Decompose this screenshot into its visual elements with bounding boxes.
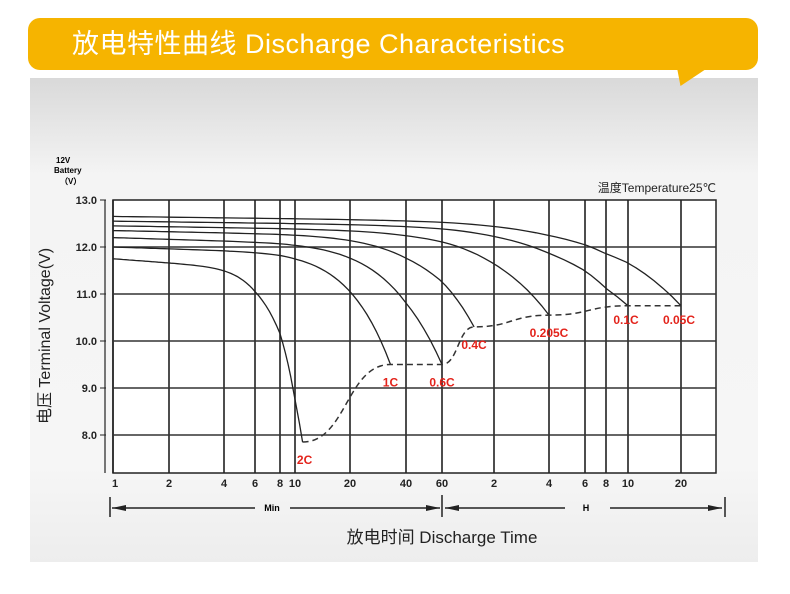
- y-tick-label: 13.0: [76, 195, 97, 207]
- y-tick-label: 9.0: [82, 383, 97, 395]
- x-tick-label-h: 8: [603, 478, 609, 490]
- curve-0.6C: [112, 236, 443, 365]
- arrow-head: [112, 505, 126, 511]
- curve-0.4C: [112, 229, 475, 328]
- arrow-head: [426, 505, 440, 511]
- unit-line-3: （V）: [60, 176, 81, 186]
- curve-label-0.05C: 0.05C: [663, 313, 695, 327]
- y-tick-label: 12.0: [76, 242, 97, 254]
- curve-0.05C: [112, 215, 682, 307]
- x-tick-label-h: 6: [582, 478, 588, 490]
- end-voltage-dashed-line: [302, 305, 681, 443]
- x-tick-label-min: 10: [289, 478, 301, 490]
- unit-line-2: Battery: [54, 166, 82, 175]
- x-tick-label-h: 10: [622, 478, 634, 490]
- curve-label-2C: 2C: [297, 453, 313, 467]
- x-tick-label-min: 60: [436, 478, 448, 490]
- y-tick-label: 11.0: [76, 289, 97, 301]
- x-tick-label-min: 8: [277, 478, 283, 490]
- page-title: 放电特性曲线 Discharge Characteristics: [72, 29, 566, 59]
- y-tick-label: 10.0: [76, 336, 97, 348]
- x-tick-label-min: 6: [252, 478, 258, 490]
- curve-label-0.6C: 0.6C: [429, 376, 455, 390]
- arrow-head: [708, 505, 722, 511]
- x-tick-label-h: 20: [675, 478, 687, 490]
- x-unit-h: H: [583, 503, 590, 513]
- x-tick-label-min: 2: [166, 478, 172, 490]
- curve-label-0.4C: 0.4C: [461, 338, 487, 352]
- curve-2C: [112, 258, 304, 443]
- x-tick-label-h: 4: [546, 478, 553, 490]
- title-banner: [28, 18, 758, 70]
- x-tick-label-min: 20: [344, 478, 356, 490]
- x-tick-label-h: 2: [491, 478, 497, 490]
- curve-label-0.205C: 0.205C: [530, 326, 569, 340]
- plot-area: [112, 199, 717, 474]
- curve-0.205C: [112, 225, 550, 316]
- temperature-annotation: 温度Temperature25℃: [598, 180, 716, 195]
- curve-label-1C: 1C: [383, 376, 399, 390]
- x-tick-label-min: 4: [221, 478, 228, 490]
- curve-label-0.1C: 0.1C: [613, 313, 639, 327]
- y-axis-label: 电压 Terminal Voltage(V): [36, 248, 54, 424]
- curve-1C: [112, 246, 392, 365]
- arrow-head: [445, 505, 459, 511]
- curve-0.1C: [112, 220, 629, 307]
- x-unit-min: Min: [264, 503, 280, 513]
- x-axis-label: 放电时间 Discharge Time: [347, 528, 538, 547]
- unit-line-1: 12V: [56, 156, 71, 165]
- x-tick-label-min: 1: [112, 478, 118, 490]
- y-tick-label: 8.0: [82, 430, 97, 442]
- x-tick-label-min: 40: [400, 478, 412, 490]
